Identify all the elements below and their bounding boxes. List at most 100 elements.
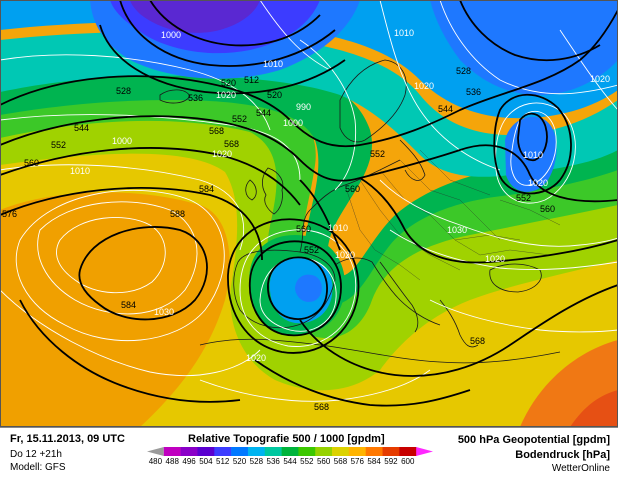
color-scale-tick: 528	[249, 457, 264, 466]
color-scale-swatch	[163, 447, 181, 456]
geo-label: 544	[438, 104, 453, 114]
geo-label: 552	[51, 140, 66, 150]
color-scale-swatch	[382, 447, 400, 456]
model-name: Modell: GFS	[10, 462, 66, 473]
geo-label: 560	[345, 184, 360, 194]
pressure-label: 1030	[154, 307, 174, 317]
color-scale-tick: 592	[384, 457, 398, 466]
geo-label: 568	[224, 139, 239, 149]
pressure-labels: 1000 1010 1020 1010 1000 1010 1020 1020 …	[70, 28, 610, 363]
pressure-label: 1010	[70, 166, 90, 176]
thickness-band-520-ne	[430, 0, 618, 95]
color-scale-swatch	[214, 447, 232, 456]
geo-label: 520	[267, 90, 282, 100]
geo-label: 512	[244, 75, 259, 85]
pressure-label: 1020	[414, 81, 434, 91]
geo-label: 536	[188, 93, 203, 103]
color-scale-tick: 560	[316, 457, 331, 466]
color-scale-tick: 496	[182, 457, 196, 466]
cutoff-low-center	[295, 274, 322, 302]
geo-label: 560	[24, 158, 39, 168]
color-scale-swatch	[298, 447, 316, 456]
color-scale-tick: 488	[165, 457, 179, 466]
brand-name: WetterOnline	[551, 463, 610, 474]
geo-label: 520	[221, 78, 236, 88]
color-scale	[147, 447, 433, 456]
geo-label: 588	[170, 209, 185, 219]
color-scale-swatch	[365, 447, 383, 456]
geo-label: 552	[516, 193, 531, 203]
thickness-band-560	[0, 113, 618, 391]
color-scale-tick: 552	[300, 457, 314, 466]
pressure-label: 1000	[112, 136, 132, 146]
color-scale-tick: 480	[148, 457, 163, 466]
geo-label: 584	[121, 300, 136, 310]
pressure-label: 1020	[590, 74, 610, 84]
pressure-label: 1020	[485, 254, 505, 264]
geo-label: 584	[199, 184, 214, 194]
geo-label: 552	[370, 149, 385, 159]
pressure-label: 1020	[528, 178, 548, 188]
product-title: Relative Topografie 500 / 1000 [gpdm]	[188, 433, 385, 445]
thickness-band-592-se	[570, 390, 618, 427]
geo-label: 544	[256, 108, 271, 118]
pressure-label: 1020	[335, 250, 355, 260]
geo-label: 560	[540, 204, 555, 214]
valid-time: Fr, 15.11.2013, 09 UTC	[10, 433, 125, 445]
color-scale-labels: 480 488 496 504 512 520 528 536 544 552 560 568 576 5…	[145, 457, 437, 467]
color-scale-tick: 544	[283, 457, 297, 466]
color-scale-tick: 600	[401, 457, 415, 466]
contour-legend-geopotential: 500 hPa Geopotential [gpdm]	[457, 434, 610, 446]
geo-label: 568	[209, 126, 224, 136]
pressure-label: 1010	[328, 223, 348, 233]
color-scale-tick: 512	[216, 457, 230, 466]
geopotential-labels: 528 536 544 552 560 568 584 576 588 584 …	[2, 66, 555, 412]
pressure-label: 1020	[246, 353, 266, 363]
thickness-band-504	[130, 0, 260, 33]
color-scale-swatch	[147, 447, 164, 456]
color-scale-swatch	[197, 447, 215, 456]
geo-label: 576	[2, 209, 17, 219]
pressure-label: 990	[296, 102, 311, 112]
geo-label: 560	[296, 224, 311, 234]
geo-label: 528	[456, 66, 471, 76]
color-scale-tick: 584	[367, 457, 381, 466]
geo-label: 552	[232, 114, 247, 124]
color-scale-swatch	[247, 447, 266, 456]
geo-label: 568	[470, 336, 485, 346]
color-scale-tick: 536	[266, 457, 280, 466]
color-scale-tick: 576	[350, 457, 364, 466]
pressure-label: 1010	[523, 150, 543, 160]
color-scale-tick: 520	[232, 457, 247, 466]
color-scale-swatch	[416, 447, 433, 456]
color-scale-swatch	[332, 447, 350, 456]
geo-label: 552	[304, 245, 319, 255]
color-scale-swatch	[231, 447, 249, 456]
pressure-label: 1010	[263, 59, 283, 69]
pressure-label: 1030	[447, 225, 467, 235]
model-run: Do 12 +21h	[10, 449, 62, 460]
color-scale-swatch	[281, 447, 299, 456]
geo-label: 536	[466, 87, 481, 97]
color-scale-swatch	[264, 447, 282, 456]
color-scale-tick: 568	[333, 457, 348, 466]
pressure-label: 1000	[161, 30, 181, 40]
color-scale-swatch	[180, 447, 198, 456]
thickness-band-584	[0, 192, 230, 427]
contour-legend-pressure: Bodendruck [hPa]	[515, 449, 610, 461]
geo-label: 528	[116, 86, 131, 96]
color-scale-tick: 504	[199, 457, 213, 466]
isobars	[0, 0, 618, 402]
pressure-label: 1010	[394, 28, 414, 38]
color-scale-swatch	[348, 447, 367, 456]
pressure-label: 1020	[216, 90, 236, 100]
pressure-label: 1000	[283, 118, 303, 128]
geopotential-contours	[0, 0, 618, 407]
geo-label: 568	[314, 402, 329, 412]
pressure-label: 1020	[212, 149, 232, 159]
color-scale-swatch	[315, 447, 333, 456]
color-scale-swatch	[399, 447, 417, 456]
forecast-map: 528 536 544 552 560 568 584 576 588 584 …	[0, 0, 618, 427]
geo-label: 544	[74, 123, 89, 133]
